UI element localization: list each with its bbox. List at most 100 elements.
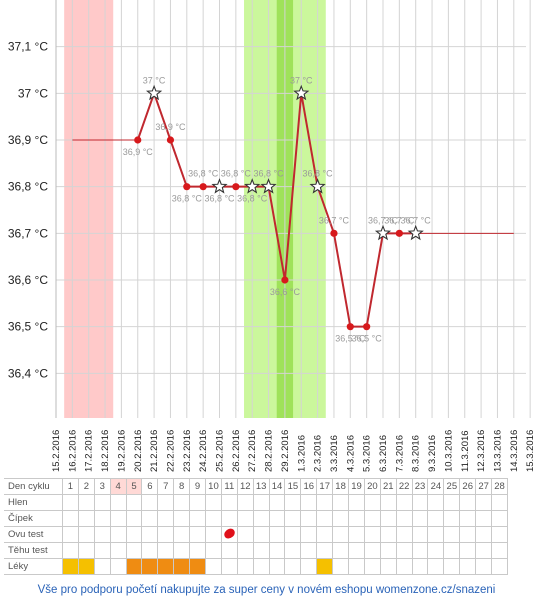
day-cell[interactable]	[62, 510, 79, 527]
day-cell[interactable]	[109, 494, 127, 511]
day-cell[interactable]	[316, 558, 334, 575]
day-cell[interactable]	[443, 558, 461, 575]
day-cell[interactable]	[252, 542, 270, 559]
day-cell[interactable]	[395, 558, 413, 575]
day-cell[interactable]	[395, 510, 413, 527]
day-cell[interactable]	[443, 510, 461, 527]
day-cell[interactable]	[189, 526, 207, 543]
day-cell[interactable]	[93, 510, 111, 527]
day-cell[interactable]	[300, 526, 318, 543]
day-cell[interactable]	[363, 558, 381, 575]
day-cell[interactable]	[411, 558, 429, 575]
day-cell[interactable]	[475, 526, 493, 543]
day-cell[interactable]	[109, 542, 127, 559]
day-cell[interactable]	[189, 558, 207, 575]
day-cell[interactable]	[93, 526, 111, 543]
day-cell[interactable]	[379, 510, 397, 527]
day-cell[interactable]	[284, 494, 302, 511]
day-cell[interactable]	[427, 526, 445, 543]
day-cell[interactable]	[332, 558, 350, 575]
footer-link[interactable]: Vše pro podporu početí nakupujte za supe…	[37, 584, 496, 596]
day-cell[interactable]	[395, 542, 413, 559]
day-cell[interactable]	[491, 558, 508, 575]
day-cell[interactable]	[77, 542, 95, 559]
day-cell[interactable]	[348, 510, 365, 527]
day-cell[interactable]	[205, 510, 222, 527]
day-cell[interactable]	[284, 542, 302, 559]
day-cell[interactable]	[332, 494, 350, 511]
day-cell[interactable]	[459, 542, 477, 559]
day-cell[interactable]	[411, 494, 429, 511]
day-cell[interactable]	[316, 510, 334, 527]
day-cell[interactable]	[411, 526, 429, 543]
day-cell[interactable]	[379, 526, 397, 543]
day-cell[interactable]	[491, 494, 508, 511]
day-cell[interactable]	[363, 494, 381, 511]
day-cell[interactable]	[363, 510, 381, 527]
day-cell[interactable]	[236, 558, 254, 575]
day-cell[interactable]	[173, 494, 191, 511]
day-cell[interactable]	[93, 558, 111, 575]
day-cell[interactable]	[427, 558, 445, 575]
day-cell[interactable]	[236, 542, 254, 559]
day-cell[interactable]	[189, 510, 207, 527]
day-cell[interactable]	[379, 494, 397, 511]
day-cell[interactable]	[205, 558, 222, 575]
day-cell[interactable]	[363, 526, 381, 543]
day-cell[interactable]	[475, 558, 493, 575]
day-cell[interactable]	[173, 558, 191, 575]
day-cell[interactable]	[252, 510, 270, 527]
day-cell[interactable]	[252, 526, 270, 543]
day-cell[interactable]	[157, 526, 175, 543]
day-cell[interactable]	[220, 526, 238, 543]
day-cell[interactable]	[268, 510, 286, 527]
day-cell[interactable]	[252, 494, 270, 511]
day-cell[interactable]	[157, 510, 175, 527]
day-cell[interactable]	[141, 526, 159, 543]
day-cell[interactable]	[236, 494, 254, 511]
day-cell[interactable]	[93, 494, 111, 511]
day-cell[interactable]	[316, 542, 334, 559]
day-cell[interactable]	[62, 526, 79, 543]
day-cell[interactable]	[220, 542, 238, 559]
day-cell[interactable]	[427, 494, 445, 511]
day-cell[interactable]	[284, 526, 302, 543]
day-cell[interactable]	[443, 526, 461, 543]
day-cell[interactable]	[205, 494, 222, 511]
day-cell[interactable]	[109, 510, 127, 527]
day-cell[interactable]	[459, 558, 477, 575]
day-cell[interactable]	[220, 558, 238, 575]
day-cell[interactable]	[141, 494, 159, 511]
day-cell[interactable]	[141, 542, 159, 559]
day-cell[interactable]	[205, 542, 222, 559]
day-cell[interactable]	[379, 542, 397, 559]
day-cell[interactable]	[300, 494, 318, 511]
day-cell[interactable]	[443, 542, 461, 559]
day-cell[interactable]	[348, 542, 365, 559]
day-cell[interactable]	[316, 526, 334, 543]
day-cell[interactable]	[205, 526, 222, 543]
day-cell[interactable]	[268, 494, 286, 511]
day-cell[interactable]	[475, 510, 493, 527]
day-cell[interactable]	[236, 526, 254, 543]
day-cell[interactable]	[189, 542, 207, 559]
day-cell[interactable]	[173, 542, 191, 559]
day-cell[interactable]	[363, 542, 381, 559]
day-cell[interactable]	[157, 494, 175, 511]
day-cell[interactable]	[268, 558, 286, 575]
day-cell[interactable]	[475, 542, 493, 559]
day-cell[interactable]	[141, 510, 159, 527]
day-cell[interactable]	[459, 510, 477, 527]
day-cell[interactable]	[300, 542, 318, 559]
day-cell[interactable]	[427, 510, 445, 527]
day-cell[interactable]	[189, 494, 207, 511]
day-cell[interactable]	[77, 510, 95, 527]
day-cell[interactable]	[141, 558, 159, 575]
day-cell[interactable]	[491, 510, 508, 527]
day-cell[interactable]	[109, 558, 127, 575]
day-cell[interactable]	[77, 526, 95, 543]
day-cell[interactable]	[348, 526, 365, 543]
day-cell[interactable]	[62, 542, 79, 559]
day-cell[interactable]	[93, 542, 111, 559]
day-cell[interactable]	[459, 526, 477, 543]
